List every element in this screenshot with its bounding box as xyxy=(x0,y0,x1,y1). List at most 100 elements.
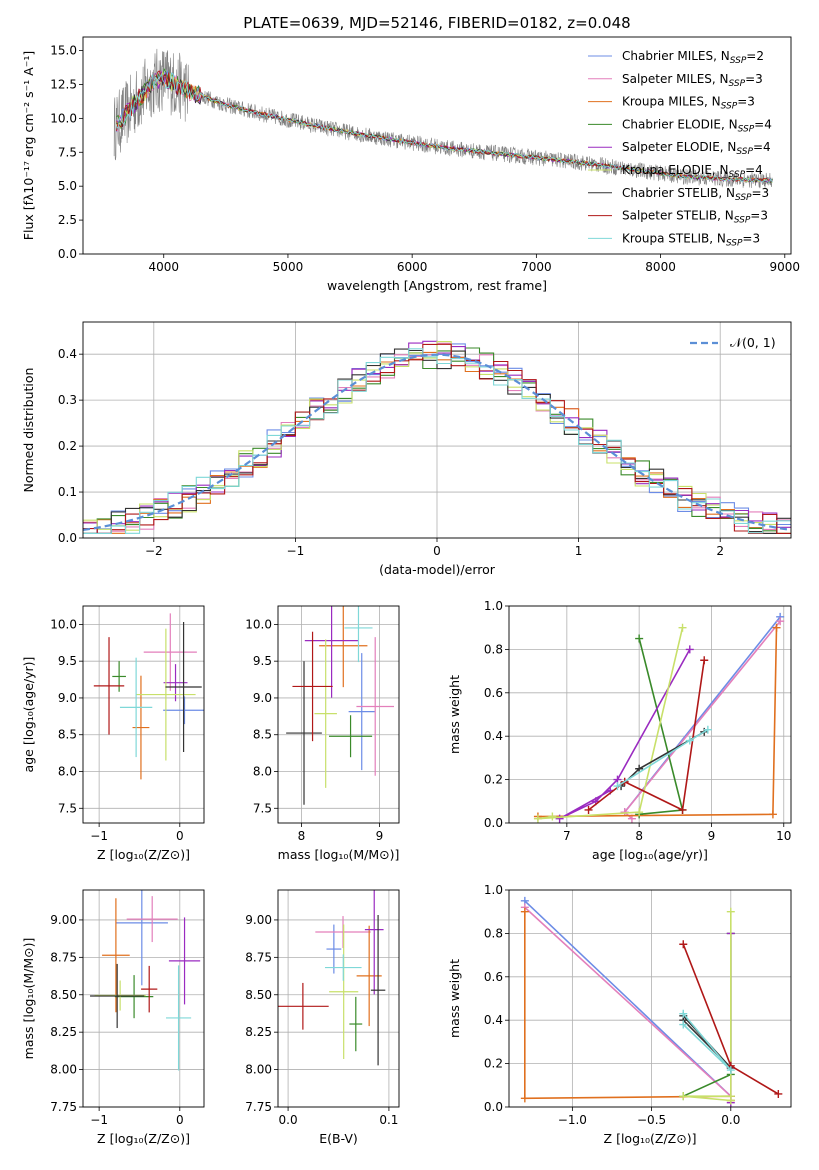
x-axis-label: Z [log₁₀(Z/Z⊙)] xyxy=(604,1131,697,1146)
y-tick-label: 8.0 xyxy=(58,765,77,779)
legend-subscript: SSP xyxy=(736,147,753,157)
x-tick-label: 6000 xyxy=(397,260,428,274)
legend-entry: Kroupa MILES, NSSP=3 xyxy=(622,95,755,112)
y-tick-label: 0.4 xyxy=(484,729,503,743)
axes-frame xyxy=(277,605,400,824)
y-tick-label: 0.8 xyxy=(484,642,503,656)
y-tick-label: 0.0 xyxy=(58,247,77,261)
model-weight-marker xyxy=(678,623,687,632)
legend-suffix: =3 xyxy=(752,186,770,200)
plot-area xyxy=(520,896,783,1107)
legend-suffix: =4 xyxy=(745,163,763,177)
y-tick-label: 0.2 xyxy=(58,439,77,453)
x-tick-label: 8 xyxy=(635,829,643,843)
model-weight-marker xyxy=(700,656,709,665)
y-tick-label: 8.75 xyxy=(50,950,77,964)
age-vs-metallicity-panel: −1 0 7.5 8.0 8.5 9.0 9.5 10.0 Z [log₁₀(Z/Z⊙)] age… xyxy=(21,605,205,862)
model-weight-line xyxy=(588,660,705,812)
axes-frame xyxy=(82,321,792,539)
model-weight-line xyxy=(623,620,781,820)
model-weight-line xyxy=(682,1013,732,1071)
legend-name: Salpeter STELIB, N xyxy=(622,209,734,223)
y-tick-label: 10.0 xyxy=(50,617,77,631)
model-weight-marker xyxy=(520,907,529,916)
legend-name: Chabrier STELIB, N xyxy=(622,186,735,200)
model-weight-line xyxy=(537,627,778,818)
y-tick-label: 9.5 xyxy=(253,654,272,668)
y-tick-label: 8.00 xyxy=(50,1063,77,1077)
grid-lines xyxy=(83,606,204,823)
axes: −2 −1 0 1 2 0.0 0.1 0.2 0.3 0.4 (data-model)/error… xyxy=(21,321,792,577)
x-axis-label: Z [log₁₀(Z/Z⊙)] xyxy=(97,1131,190,1146)
legend-entry: Chabrier MILES, NSSP=2 xyxy=(622,49,764,66)
y-tick-label: 8.25 xyxy=(50,1025,77,1039)
model-spectrum-line xyxy=(116,72,773,183)
x-axis-label: E(B-V) xyxy=(319,1131,358,1146)
legend-entry: Salpeter STELIB, NSSP=3 xyxy=(622,209,768,226)
legend-suffix: =2 xyxy=(746,49,764,63)
legend-name: Chabrier ELODIE, N xyxy=(622,117,738,131)
figure-title: PLATE=0639, MJD=52146, FIBERID=0182, z=0… xyxy=(243,14,630,32)
x-tick-label: 8000 xyxy=(645,260,676,274)
y-tick-label: 2.5 xyxy=(58,213,77,227)
legend-entry: Salpeter ELODIE, NSSP=4 xyxy=(622,140,771,157)
legend-subscript: SSP xyxy=(734,216,751,226)
model-weight-marker xyxy=(533,814,542,823)
axes: −1 0 7.5 8.0 8.5 9.0 9.5 10.0 Z [log₁₀(Z/Z⊙)] age… xyxy=(21,605,205,862)
axes: −1 0 7.75 8.00 8.25 8.50 8.75 9.00 Z [log₁₀(Z/Z⊙… xyxy=(21,889,205,1146)
x-tick-label: −0.5 xyxy=(637,1113,666,1127)
y-tick-label: 8.25 xyxy=(245,1025,272,1039)
model-weight-marker xyxy=(520,1094,529,1103)
x-tick-label: 0.0 xyxy=(721,1113,740,1127)
axes: 0.0 0.1 7.75 8.00 8.25 8.50 8.75 9.00 E(B-V) xyxy=(245,889,400,1146)
y-tick-label: 9.00 xyxy=(245,913,272,927)
y-tick-label: 7.75 xyxy=(245,1100,272,1114)
axes: 8 9 7.5 8.0 8.5 9.0 9.5 10.0 mass [log₁₀(M/M⊙)] xyxy=(245,605,400,862)
x-tick-label: 2 xyxy=(716,544,724,558)
model-weight-marker xyxy=(679,940,688,949)
y-axis-label: mass weight xyxy=(447,959,462,1038)
y-axis-label: age [log₁₀(age/yr)] xyxy=(21,657,36,773)
grid-lines xyxy=(278,606,399,823)
axes-frame xyxy=(508,605,792,824)
y-tick-label: 9.0 xyxy=(58,691,77,705)
y-tick-label: 0.0 xyxy=(484,816,503,830)
x-tick-label: 7000 xyxy=(521,260,552,274)
legend-suffix: =3 xyxy=(750,209,768,223)
model-weight-line xyxy=(682,933,732,1097)
model-weight-marker xyxy=(635,634,644,643)
legend-suffix: =4 xyxy=(753,140,771,154)
axes-frame xyxy=(82,36,792,255)
y-tick-label: 7.5 xyxy=(58,145,77,159)
mass-vs-ebv-panel: 0.0 0.1 7.75 8.00 8.25 8.50 8.75 9.00 E(B-V) xyxy=(245,889,400,1146)
model-weight-line xyxy=(523,911,732,1101)
model-weight-marker xyxy=(635,764,644,773)
model-weight-line xyxy=(537,627,684,820)
axes-frame xyxy=(277,889,400,1108)
x-tick-label: 0 xyxy=(433,544,441,558)
legend-suffix: =3 xyxy=(742,231,760,245)
x-axis-label: wavelength [Angstrom, rest frame] xyxy=(327,278,547,293)
model-weight-line xyxy=(617,729,709,787)
plot-area xyxy=(90,890,201,1071)
axes: 4000 5000 6000 7000 8000 9000 0.0 2.5 5.0 7.5 10.0… xyxy=(21,36,800,293)
model-weight-marker xyxy=(685,645,694,654)
legend-subscript: SSP xyxy=(738,124,755,134)
legend-name: Salpeter ELODIE, N xyxy=(622,140,736,154)
x-tick-label: 0.1 xyxy=(379,1113,398,1127)
model-weight-marker xyxy=(584,805,593,814)
y-tick-label: 0.4 xyxy=(58,347,77,361)
legend-subscript: SSP xyxy=(729,170,746,180)
grid-lines xyxy=(278,890,399,1108)
legend-entry: Kroupa STELIB, NSSP=3 xyxy=(622,231,760,248)
model-weight-marker xyxy=(726,1066,735,1075)
plot-area xyxy=(278,890,386,1066)
x-axis-label: Z [log₁₀(Z/Z⊙)] xyxy=(97,847,190,862)
legend-subscript: SSP xyxy=(730,56,747,66)
legend-entry: Chabrier ELODIE, NSSP=4 xyxy=(622,117,772,134)
model-weight-marker xyxy=(726,907,735,916)
legend-name: Kroupa ELODIE, N xyxy=(622,163,729,177)
model-weight-marker xyxy=(679,1020,688,1029)
y-tick-label: 0.2 xyxy=(484,1057,503,1071)
x-tick-label: −1 xyxy=(287,544,305,558)
